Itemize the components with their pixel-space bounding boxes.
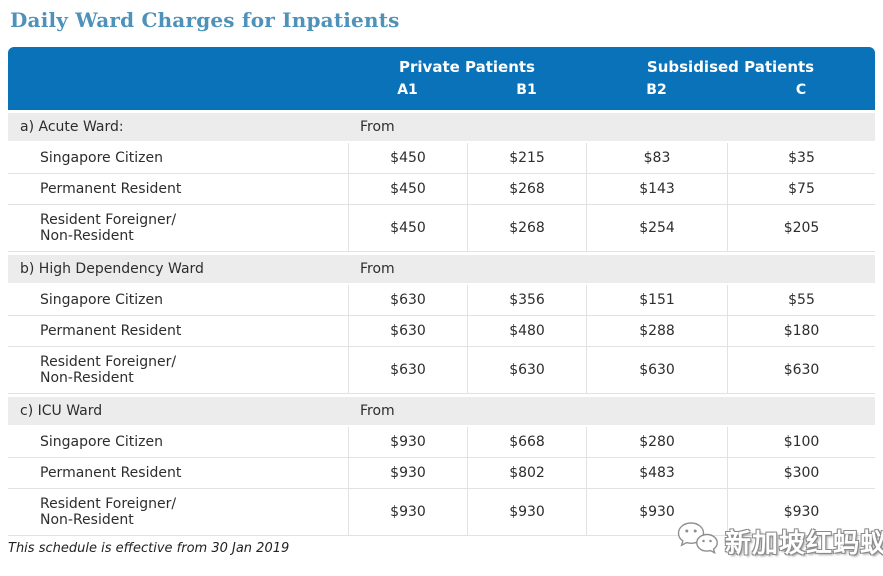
table-row: Permanent Resident $930 $802 $483 $300 xyxy=(8,458,876,489)
column-header-a1: A1 xyxy=(348,80,467,110)
row-label: Permanent Resident xyxy=(8,174,348,205)
charge-value: $630 xyxy=(348,316,467,347)
column-header-c: C xyxy=(727,80,876,110)
charge-value: $143 xyxy=(586,174,728,205)
section-from-note: From xyxy=(348,110,876,143)
row-label: Permanent Resident xyxy=(8,316,348,347)
charge-value: $356 xyxy=(467,285,587,316)
charge-value: $180 xyxy=(727,316,876,347)
charge-value: $930 xyxy=(467,489,587,536)
section-header-row: a) Acute Ward: From xyxy=(8,110,876,143)
row-label: Permanent Resident xyxy=(8,458,348,489)
table-header: Private Patients Subsidised Patients A1 … xyxy=(8,47,876,110)
charge-value: $215 xyxy=(467,143,587,174)
charge-value: $205 xyxy=(727,205,876,252)
patient-group-header-row: Private Patients Subsidised Patients xyxy=(8,47,876,80)
section-label: c) ICU Ward xyxy=(8,394,348,427)
charge-value: $450 xyxy=(348,143,467,174)
charge-value: $630 xyxy=(727,347,876,394)
row-label: Resident Foreigner/ Non-Resident xyxy=(8,347,348,394)
table-row: Permanent Resident $450 $268 $143 $75 xyxy=(8,174,876,205)
table-row: Resident Foreigner/ Non-Resident $630 $630… xyxy=(8,347,876,394)
charge-value: $630 xyxy=(586,347,728,394)
charge-value: $930 xyxy=(348,427,467,458)
charge-value: $450 xyxy=(348,205,467,252)
charge-value: $930 xyxy=(348,489,467,536)
charge-value: $480 xyxy=(467,316,587,347)
table-row: Resident Foreigner/ Non-Resident $450 $268… xyxy=(8,205,876,252)
charge-value: $55 xyxy=(727,285,876,316)
charge-value: $930 xyxy=(586,489,728,536)
section-from-note: From xyxy=(348,252,876,285)
row-label: Resident Foreigner/ Non-Resident xyxy=(8,489,348,536)
section-header-row: c) ICU Ward From xyxy=(8,394,876,427)
charge-value: $100 xyxy=(727,427,876,458)
charge-value: $254 xyxy=(586,205,728,252)
charge-value: $630 xyxy=(348,347,467,394)
charge-value: $668 xyxy=(467,427,587,458)
table-row: Singapore Citizen $630 $356 $151 $55 xyxy=(8,285,876,316)
section-label: b) High Dependency Ward xyxy=(8,252,348,285)
page-title: Daily Ward Charges for Inpatients xyxy=(10,8,400,32)
group-header-subsidised: Subsidised Patients xyxy=(586,47,876,80)
row-label: Singapore Citizen xyxy=(8,427,348,458)
ward-charges-table: Private Patients Subsidised Patients A1 … xyxy=(8,47,876,536)
charge-value: $630 xyxy=(467,347,587,394)
column-header-b1: B1 xyxy=(467,80,587,110)
charge-value: $300 xyxy=(727,458,876,489)
row-label: Resident Foreigner/ Non-Resident xyxy=(8,205,348,252)
charge-value: $930 xyxy=(348,458,467,489)
table-row: Singapore Citizen $930 $668 $280 $100 xyxy=(8,427,876,458)
charge-value: $151 xyxy=(586,285,728,316)
charge-value: $35 xyxy=(727,143,876,174)
charge-value: $83 xyxy=(586,143,728,174)
charge-value: $802 xyxy=(467,458,587,489)
table-row: Resident Foreigner/ Non-Resident $930 $930… xyxy=(8,489,876,536)
row-label: Singapore Citizen xyxy=(8,143,348,174)
table-row: Singapore Citizen $450 $215 $83 $35 xyxy=(8,143,876,174)
charge-value: $483 xyxy=(586,458,728,489)
charge-value: $280 xyxy=(586,427,728,458)
section-label: a) Acute Ward: xyxy=(8,110,348,143)
ward-class-header-row: A1 B1 B2 C xyxy=(8,80,876,110)
section-from-note: From xyxy=(348,394,876,427)
charge-value: $288 xyxy=(586,316,728,347)
column-header-b2: B2 xyxy=(586,80,728,110)
group-header-private: Private Patients xyxy=(348,47,587,80)
header-spacer xyxy=(8,80,348,110)
row-label: Singapore Citizen xyxy=(8,285,348,316)
charge-value: $268 xyxy=(467,174,587,205)
effective-date-note: This schedule is effective from 30 Jan 2… xyxy=(8,541,290,556)
charge-value: $630 xyxy=(348,285,467,316)
section-header-row: b) High Dependency Ward From xyxy=(8,252,876,285)
charge-value: $450 xyxy=(348,174,467,205)
table-body: a) Acute Ward: From Singapore Citizen $450 $… xyxy=(8,110,876,536)
charge-value: $268 xyxy=(467,205,587,252)
charge-value: $930 xyxy=(727,489,876,536)
charge-value: $75 xyxy=(727,174,876,205)
table-row: Permanent Resident $630 $480 $288 $180 xyxy=(8,316,876,347)
header-spacer xyxy=(8,47,348,80)
